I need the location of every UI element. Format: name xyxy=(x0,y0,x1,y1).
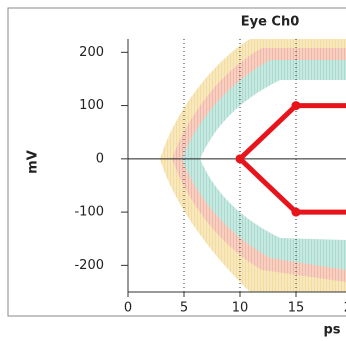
y-tick-label: 0 xyxy=(96,151,104,166)
y-tick-label: -100 xyxy=(74,205,104,220)
y-tick-label: -200 xyxy=(74,258,104,273)
x-tick-label: 5 xyxy=(180,301,188,316)
x-tick-label: 20 xyxy=(344,301,346,316)
chart-title: Eye Ch0 xyxy=(241,15,300,30)
mask-vertex xyxy=(235,154,245,164)
mask-vertex xyxy=(291,101,301,111)
x-tick-label: 15 xyxy=(288,301,305,316)
eye-density xyxy=(128,39,346,292)
y-tick-label: 200 xyxy=(79,45,104,60)
x-tick-label: 10 xyxy=(232,301,249,316)
panel-frame xyxy=(7,7,346,317)
y-tick-label: 100 xyxy=(79,98,104,113)
x-axis-label: ps xyxy=(323,323,340,338)
plot-layer xyxy=(128,39,346,292)
y-axis-label: mV xyxy=(26,150,41,174)
mask-vertex xyxy=(291,207,301,217)
eye-stripes xyxy=(128,39,346,292)
x-tick-label: 0 xyxy=(124,301,132,316)
